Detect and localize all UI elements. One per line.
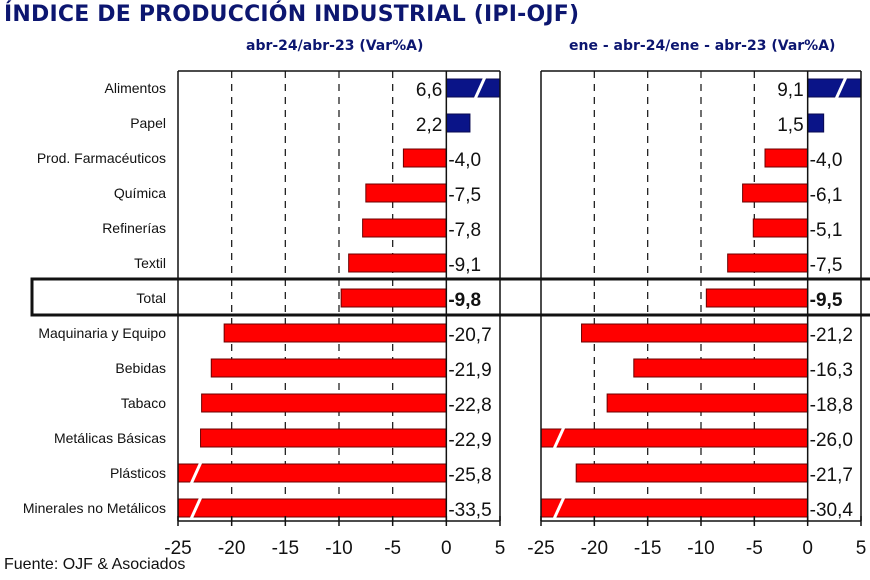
bar [807, 113, 825, 133]
x-tick-label: 5 [856, 538, 867, 559]
bar [200, 428, 447, 448]
value-label: -22,8 [448, 395, 491, 416]
bar [201, 393, 447, 413]
bar [348, 253, 447, 273]
source-note: Fuente: OJF & Asociados [4, 556, 186, 573]
category-label: Refinerías [102, 220, 166, 236]
bar [402, 148, 447, 168]
x-tick-label: -15 [634, 538, 661, 559]
axis-break-mark [189, 461, 203, 485]
bar [177, 463, 447, 483]
axis-break-mark [189, 496, 203, 520]
axis-break-mark [473, 76, 487, 100]
axis-break-mark [552, 426, 566, 450]
value-label: -18,8 [810, 395, 853, 416]
value-label: -30,4 [810, 500, 854, 521]
category-label: Tabaco [121, 395, 166, 411]
x-tick-label: -10 [325, 538, 352, 559]
axis-break-mark [552, 496, 566, 520]
bar [540, 498, 809, 518]
bar [365, 183, 447, 203]
total-row-highlight [30, 277, 870, 317]
bar [581, 323, 809, 343]
bar [807, 78, 862, 98]
x-tick-label: -5 [384, 538, 401, 559]
value-label: -4,0 [448, 150, 481, 171]
bar [606, 393, 809, 413]
value-label: 9,1 [777, 80, 803, 101]
value-label: -7,8 [448, 220, 481, 241]
value-label: -21,7 [810, 465, 853, 486]
category-label: Textil [134, 255, 166, 271]
value-label: -5,1 [810, 220, 843, 241]
x-tick-label: -25 [164, 538, 191, 559]
value-label: -26,0 [810, 430, 853, 451]
axis-break-mark [834, 76, 848, 100]
bar [445, 113, 471, 133]
category-label: Prod. Farmacéuticos [37, 150, 166, 166]
bar [177, 498, 447, 518]
category-label: Química [114, 185, 166, 201]
value-label: -6,1 [810, 185, 843, 206]
value-label: 6,6 [416, 80, 442, 101]
left-chart-title: abr-24/abr-23 (Var%A) [246, 38, 424, 54]
bar [705, 288, 809, 308]
bar [362, 218, 447, 238]
value-label: -21,9 [448, 360, 491, 381]
category-label: Bebidas [115, 360, 166, 376]
x-tick-label: -15 [272, 538, 299, 559]
category-label: Papel [130, 115, 166, 131]
x-tick-label: 0 [441, 538, 452, 559]
bar [445, 78, 501, 98]
value-label: -9,8 [448, 290, 481, 311]
bar [540, 428, 809, 448]
bar [752, 218, 809, 238]
value-label: 1,5 [777, 115, 803, 136]
category-label: Minerales no Metálicos [23, 500, 166, 516]
category-label: Metálicas Básicas [54, 430, 166, 446]
value-label: -4,0 [810, 150, 843, 171]
bar [764, 148, 809, 168]
category-label: Plásticos [110, 465, 166, 481]
value-label: -21,2 [810, 325, 853, 346]
x-tick-label: 5 [495, 538, 506, 559]
value-label: -7,5 [448, 185, 481, 206]
bar [633, 358, 809, 378]
x-tick-label: -10 [687, 538, 714, 559]
category-label: Total [136, 290, 166, 306]
value-label: 2,2 [416, 115, 442, 136]
value-label: -20,7 [448, 325, 491, 346]
x-tick-label: -20 [218, 538, 245, 559]
bar [742, 183, 809, 203]
bar [575, 463, 809, 483]
bar [223, 323, 447, 343]
x-tick-label: 0 [802, 538, 813, 559]
category-label: Alimentos [105, 80, 166, 96]
right-chart-title: ene - abr-24/ene - abr-23 (Var%A) [569, 38, 836, 54]
value-label: -22,9 [448, 430, 491, 451]
bar [210, 358, 447, 378]
value-label: -9,5 [810, 290, 843, 311]
bar [727, 253, 809, 273]
value-label: -16,3 [810, 360, 853, 381]
value-label: -7,5 [810, 255, 843, 276]
category-label: Maquinaria y Equipo [38, 325, 166, 341]
x-tick-label: -25 [527, 538, 554, 559]
value-label: -9,1 [448, 255, 481, 276]
page-title: ÍNDICE DE PRODUCCIÓN INDUSTRIAL (IPI-OJF… [4, 2, 580, 27]
value-label: -25,8 [448, 465, 491, 486]
value-label: -33,5 [448, 500, 491, 521]
bar [340, 288, 447, 308]
x-tick-label: -5 [746, 538, 763, 559]
x-tick-label: -20 [581, 538, 608, 559]
